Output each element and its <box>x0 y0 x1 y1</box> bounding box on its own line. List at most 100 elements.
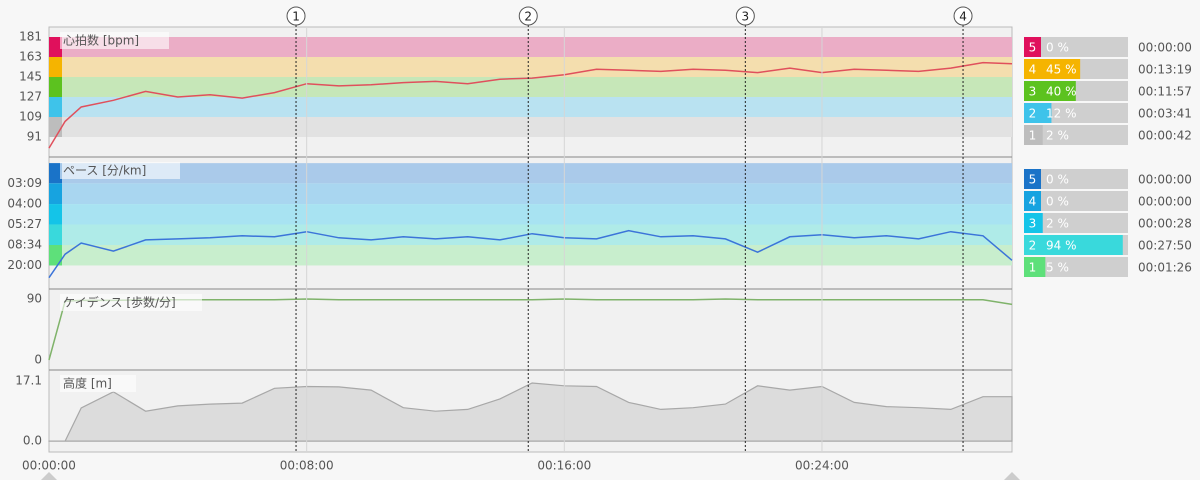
zone-time: 00:27:50 <box>1138 239 1192 253</box>
zone-strip <box>49 163 62 184</box>
zone-number-box <box>1024 125 1041 145</box>
zone-bar-bg <box>1041 103 1128 123</box>
zone-bar-bg <box>1041 213 1128 233</box>
title-box <box>60 32 169 49</box>
zone-bar-bg <box>1041 125 1128 145</box>
y-tick-label: 08:34 <box>7 238 42 252</box>
x-tick-label: 00:24:00 <box>795 459 849 473</box>
lap-label: 3 <box>742 10 750 24</box>
zone-number: 3 <box>1029 217 1037 231</box>
zone-number-box <box>1024 191 1041 211</box>
y-tick-label: 181 <box>19 30 42 44</box>
panel-title: 心拍数 [bpm] <box>63 33 139 48</box>
zone-bar <box>1041 81 1076 101</box>
zone-number: 1 <box>1029 261 1037 275</box>
x-tick-label: 00:08:00 <box>280 459 334 473</box>
y-tick-label: 109 <box>19 110 42 124</box>
zone-strip <box>49 77 62 97</box>
panel-title: ペース [分/km] <box>63 164 146 178</box>
zone-percent: 5 % <box>1046 261 1069 275</box>
zone-bar <box>1041 103 1052 123</box>
zone-band <box>49 245 1012 266</box>
lap-label: 2 <box>524 10 532 24</box>
zone-time: 00:00:28 <box>1138 217 1192 231</box>
zone-time: 00:00:00 <box>1138 195 1192 209</box>
y-tick-label: 20:00 <box>7 258 42 272</box>
y-tick-label: 0.0 <box>23 434 42 448</box>
range-handle[interactable] <box>41 472 57 480</box>
lap-marker <box>735 6 755 26</box>
zone-bar-bg <box>1041 191 1128 211</box>
lap-label: 1 <box>292 10 300 24</box>
zone-bar-bg <box>1041 257 1128 277</box>
zone-time: 00:01:26 <box>1138 261 1192 275</box>
zone-time: 00:13:19 <box>1138 63 1192 77</box>
zone-number: 3 <box>1029 85 1037 99</box>
range-handle[interactable] <box>1004 472 1020 480</box>
zone-bar <box>1041 257 1046 277</box>
y-tick-label: 05:27 <box>7 217 42 231</box>
zone-number: 4 <box>1029 195 1037 209</box>
zone-number-box <box>1024 213 1041 233</box>
zone-percent: 45 % <box>1046 63 1077 77</box>
lap-label: 4 <box>959 10 967 24</box>
zone-percent: 94 % <box>1046 239 1077 253</box>
title-box <box>60 162 180 179</box>
zone-band <box>49 77 1012 97</box>
zone-number: 2 <box>1029 239 1037 253</box>
zone-band <box>49 183 1012 205</box>
lap-marker <box>286 6 306 26</box>
zone-band <box>49 97 1012 117</box>
zone-time: 00:00:00 <box>1138 173 1192 187</box>
zone-strip <box>49 204 62 225</box>
zone-bar <box>1041 213 1043 233</box>
y-tick-label: 145 <box>19 70 42 84</box>
zone-number-box <box>1024 81 1041 101</box>
zone-bar-bg <box>1041 37 1128 57</box>
zone-band <box>49 37 1012 57</box>
zone-percent: 12 % <box>1046 107 1077 121</box>
y-tick-label: 90 <box>27 292 42 306</box>
y-tick-label: 91 <box>27 130 42 144</box>
zone-number: 4 <box>1029 63 1037 77</box>
zone-number: 5 <box>1029 173 1037 187</box>
zone-time: 00:00:00 <box>1138 41 1192 55</box>
zone-strip <box>49 57 62 77</box>
zone-band <box>49 57 1012 77</box>
zone-number: 1 <box>1029 129 1037 143</box>
zone-time: 00:11:57 <box>1138 85 1192 99</box>
data-line <box>48 61 1013 149</box>
zone-time: 00:03:41 <box>1138 107 1192 121</box>
zone-percent: 2 % <box>1046 129 1069 143</box>
zone-number-box <box>1024 169 1041 189</box>
zone-strip <box>49 224 62 245</box>
zone-strip <box>49 37 62 57</box>
y-tick-label: 04:00 <box>7 197 42 211</box>
zone-number-box <box>1024 257 1041 277</box>
zone-percent: 40 % <box>1046 85 1077 99</box>
zone-strip <box>49 97 62 117</box>
y-tick-label: 163 <box>19 50 42 64</box>
lap-marker <box>953 6 973 26</box>
panel-title: 高度 [m] <box>63 376 112 391</box>
y-tick-label: 03:09 <box>7 176 42 190</box>
title-box <box>60 294 202 311</box>
data-line <box>48 229 1013 279</box>
zone-time: 00:00:42 <box>1138 129 1192 143</box>
zone-percent: 2 % <box>1046 217 1069 231</box>
zone-percent: 0 % <box>1046 195 1069 209</box>
zone-strip <box>49 117 62 137</box>
x-tick-label: 00:16:00 <box>537 459 591 473</box>
zone-band <box>49 204 1012 225</box>
zone-number-box <box>1024 103 1041 123</box>
zone-bar <box>1041 59 1081 79</box>
zone-strip <box>49 183 62 205</box>
panel-title: ケイデンス [歩数/分] <box>63 295 176 310</box>
zone-number-box <box>1024 59 1041 79</box>
y-tick-label: 0 <box>34 352 42 366</box>
zone-number: 2 <box>1029 107 1037 121</box>
zone-bar <box>1041 125 1043 145</box>
zone-percent: 0 % <box>1046 173 1069 187</box>
zone-number-box <box>1024 37 1041 57</box>
